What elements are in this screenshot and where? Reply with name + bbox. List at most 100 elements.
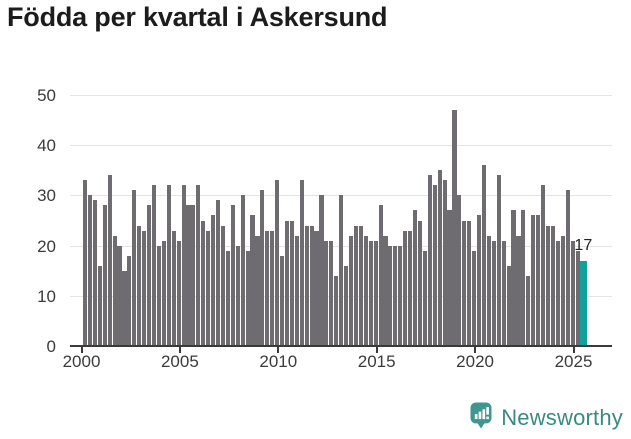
x-axis-tick-label: 2020 [456, 352, 494, 371]
bar [570, 240, 575, 346]
bar [245, 250, 250, 346]
bar [142, 230, 147, 346]
bar [299, 180, 304, 346]
x-axis-tick-label: 2010 [259, 352, 298, 371]
bar [206, 230, 211, 346]
y-axis-tick-label: 10 [37, 286, 56, 306]
bar [422, 250, 427, 346]
bar [186, 205, 191, 346]
bar [304, 225, 309, 346]
bar [215, 200, 221, 346]
bar [240, 195, 245, 346]
bar [196, 185, 201, 346]
bar [403, 230, 408, 346]
bar [201, 220, 206, 346]
bar [314, 230, 319, 346]
y-axis-tick-label: 20 [37, 236, 56, 256]
bar [368, 240, 373, 346]
bar [472, 250, 477, 346]
y-axis-tick-label: 0 [46, 337, 56, 356]
bar [442, 180, 447, 346]
bar [117, 245, 122, 346]
bar [427, 175, 432, 346]
bar [156, 245, 162, 346]
bar [457, 195, 462, 346]
bar [432, 185, 437, 346]
bar [496, 175, 501, 346]
bar [230, 205, 235, 346]
bar [324, 240, 329, 346]
bar [521, 210, 526, 346]
bar [319, 195, 324, 346]
bar [417, 220, 423, 346]
bar [348, 235, 354, 346]
bar [393, 245, 398, 346]
chart-title: Födda per kvartal i Askersund [7, 2, 388, 32]
bar [437, 170, 442, 346]
bar [481, 165, 487, 346]
bar [147, 205, 152, 346]
bar [486, 235, 491, 346]
bar [87, 195, 93, 346]
bar [545, 225, 551, 346]
x-axis-tick-label: 2015 [357, 352, 396, 371]
newsworthy-speech-bubble-chart-icon [470, 402, 492, 433]
y-gridline [70, 145, 612, 147]
bar [412, 210, 418, 346]
bar [531, 215, 536, 346]
bar [92, 200, 97, 346]
x-axis-tick-mark [474, 347, 477, 353]
bar [265, 230, 270, 346]
bar [329, 240, 334, 346]
x-axis-tick-label: 2005 [160, 352, 199, 371]
x-axis-tick-mark [572, 347, 575, 353]
bar [309, 225, 314, 346]
bar [137, 225, 142, 346]
bar [452, 110, 457, 346]
y-gridline [70, 95, 612, 96]
bar [107, 175, 112, 346]
bar [511, 210, 516, 346]
bar [555, 240, 560, 346]
bar [270, 230, 275, 346]
y-axis-tick-label: 30 [37, 186, 56, 206]
newsworthy-logo-text: Newsworthy [501, 404, 623, 430]
bar-highlight-latest-quarter [580, 260, 588, 346]
bar [408, 230, 413, 346]
bar [83, 180, 88, 346]
x-axis-tick-mark [178, 347, 181, 353]
newsworthy-logo[interactable]: Newsworthy [470, 402, 623, 433]
bar [378, 205, 383, 346]
bar [477, 215, 482, 346]
bar [344, 265, 349, 346]
bar [516, 235, 521, 346]
bar [161, 240, 166, 346]
bar [284, 220, 290, 346]
bar [363, 235, 368, 346]
bar [575, 250, 580, 346]
bar [462, 220, 467, 346]
bar [373, 240, 378, 346]
bar [358, 225, 363, 346]
bar [250, 215, 255, 346]
bar [334, 275, 339, 346]
x-axis-tick-label: 2000 [62, 352, 101, 371]
bar [166, 185, 171, 346]
bar [211, 215, 216, 346]
bar [560, 235, 565, 346]
x-axis-tick-label: 2025 [554, 352, 593, 371]
bar [235, 245, 240, 346]
bar [353, 225, 359, 346]
x-axis-line [70, 345, 612, 347]
bar [294, 235, 299, 346]
bar [127, 255, 132, 346]
y-axis-tick-label: 50 [37, 86, 56, 105]
bar [275, 180, 280, 346]
bar [225, 250, 230, 346]
bar [388, 245, 393, 346]
bar [526, 275, 531, 346]
bar [260, 190, 265, 346]
bar [536, 215, 541, 346]
bar [447, 210, 452, 346]
